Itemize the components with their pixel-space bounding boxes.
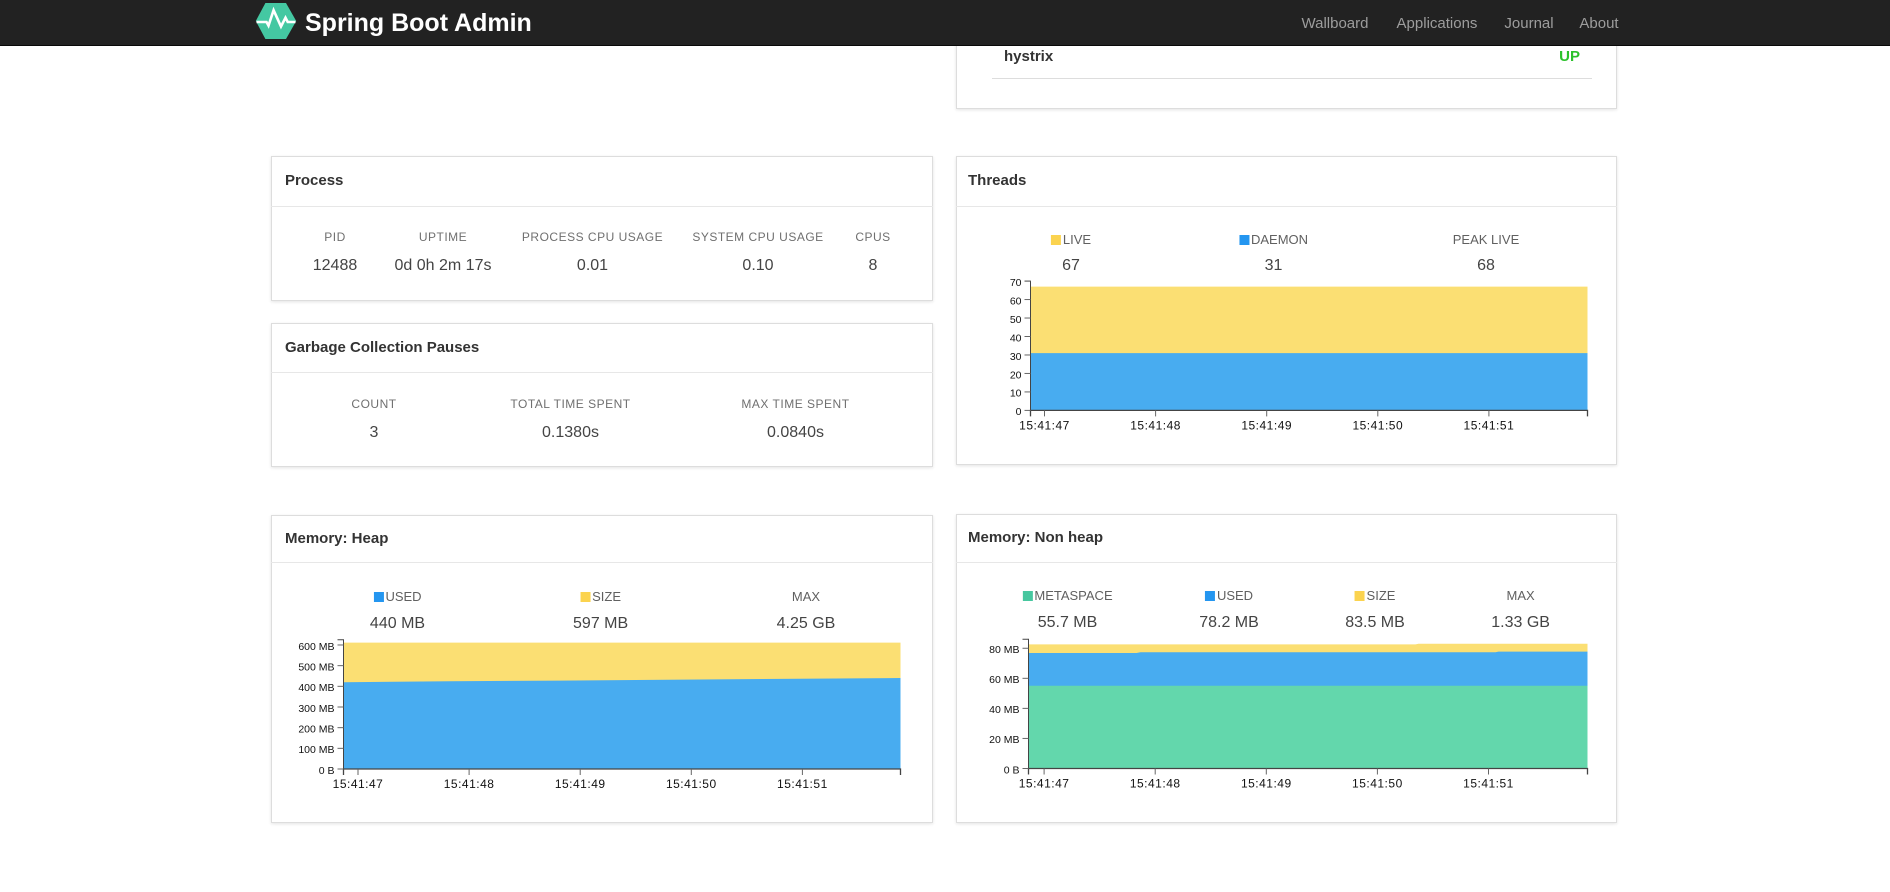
svg-text:15:41:51: 15:41:51 (777, 777, 828, 791)
svg-text:30: 30 (1009, 351, 1021, 363)
svg-text:400 MB: 400 MB (298, 682, 334, 694)
svg-text:80 MB: 80 MB (989, 644, 1019, 656)
svg-text:40 MB: 40 MB (989, 704, 1019, 716)
svg-text:15:41:48: 15:41:48 (1129, 777, 1180, 791)
svg-text:50: 50 (1009, 314, 1021, 326)
svg-text:15:41:49: 15:41:49 (1240, 777, 1291, 791)
svg-text:15:41:49: 15:41:49 (555, 777, 606, 791)
svg-text:300 MB: 300 MB (298, 703, 334, 715)
svg-text:15:41:51: 15:41:51 (1463, 418, 1514, 432)
svg-text:15:41:50: 15:41:50 (666, 777, 717, 791)
svg-text:60 MB: 60 MB (989, 674, 1019, 686)
svg-text:70: 70 (1009, 277, 1021, 289)
svg-text:0 B: 0 B (1003, 764, 1019, 776)
svg-text:20: 20 (1009, 369, 1021, 381)
svg-text:15:41:47: 15:41:47 (1019, 418, 1070, 432)
svg-text:0 B: 0 B (319, 765, 335, 777)
svg-text:0: 0 (1015, 406, 1021, 418)
svg-text:100 MB: 100 MB (298, 744, 334, 756)
svg-text:60: 60 (1009, 295, 1021, 307)
svg-text:15:41:47: 15:41:47 (333, 777, 384, 791)
svg-text:15:41:51: 15:41:51 (1463, 777, 1514, 791)
svg-text:15:41:48: 15:41:48 (1130, 418, 1181, 432)
svg-text:15:41:47: 15:41:47 (1018, 777, 1069, 791)
svg-text:15:41:50: 15:41:50 (1352, 777, 1403, 791)
svg-text:15:41:48: 15:41:48 (444, 777, 495, 791)
svg-text:200 MB: 200 MB (298, 723, 334, 735)
svg-text:500 MB: 500 MB (298, 661, 334, 673)
svg-text:20 MB: 20 MB (989, 734, 1019, 746)
svg-text:40: 40 (1009, 332, 1021, 344)
svg-text:10: 10 (1009, 388, 1021, 400)
svg-text:600 MB: 600 MB (298, 641, 334, 653)
svg-text:15:41:50: 15:41:50 (1352, 418, 1403, 432)
svg-text:15:41:49: 15:41:49 (1241, 418, 1292, 432)
